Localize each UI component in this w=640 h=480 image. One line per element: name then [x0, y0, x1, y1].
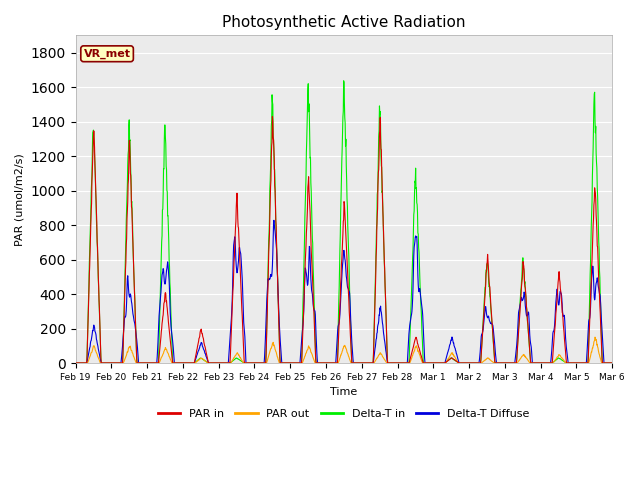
- Text: VR_met: VR_met: [84, 48, 131, 59]
- Legend: PAR in, PAR out, Delta-T in, Delta-T Diffuse: PAR in, PAR out, Delta-T in, Delta-T Dif…: [154, 404, 534, 423]
- Y-axis label: PAR (umol/m2/s): PAR (umol/m2/s): [15, 153, 25, 246]
- X-axis label: Time: Time: [330, 387, 358, 397]
- Title: Photosynthetic Active Radiation: Photosynthetic Active Radiation: [222, 15, 466, 30]
